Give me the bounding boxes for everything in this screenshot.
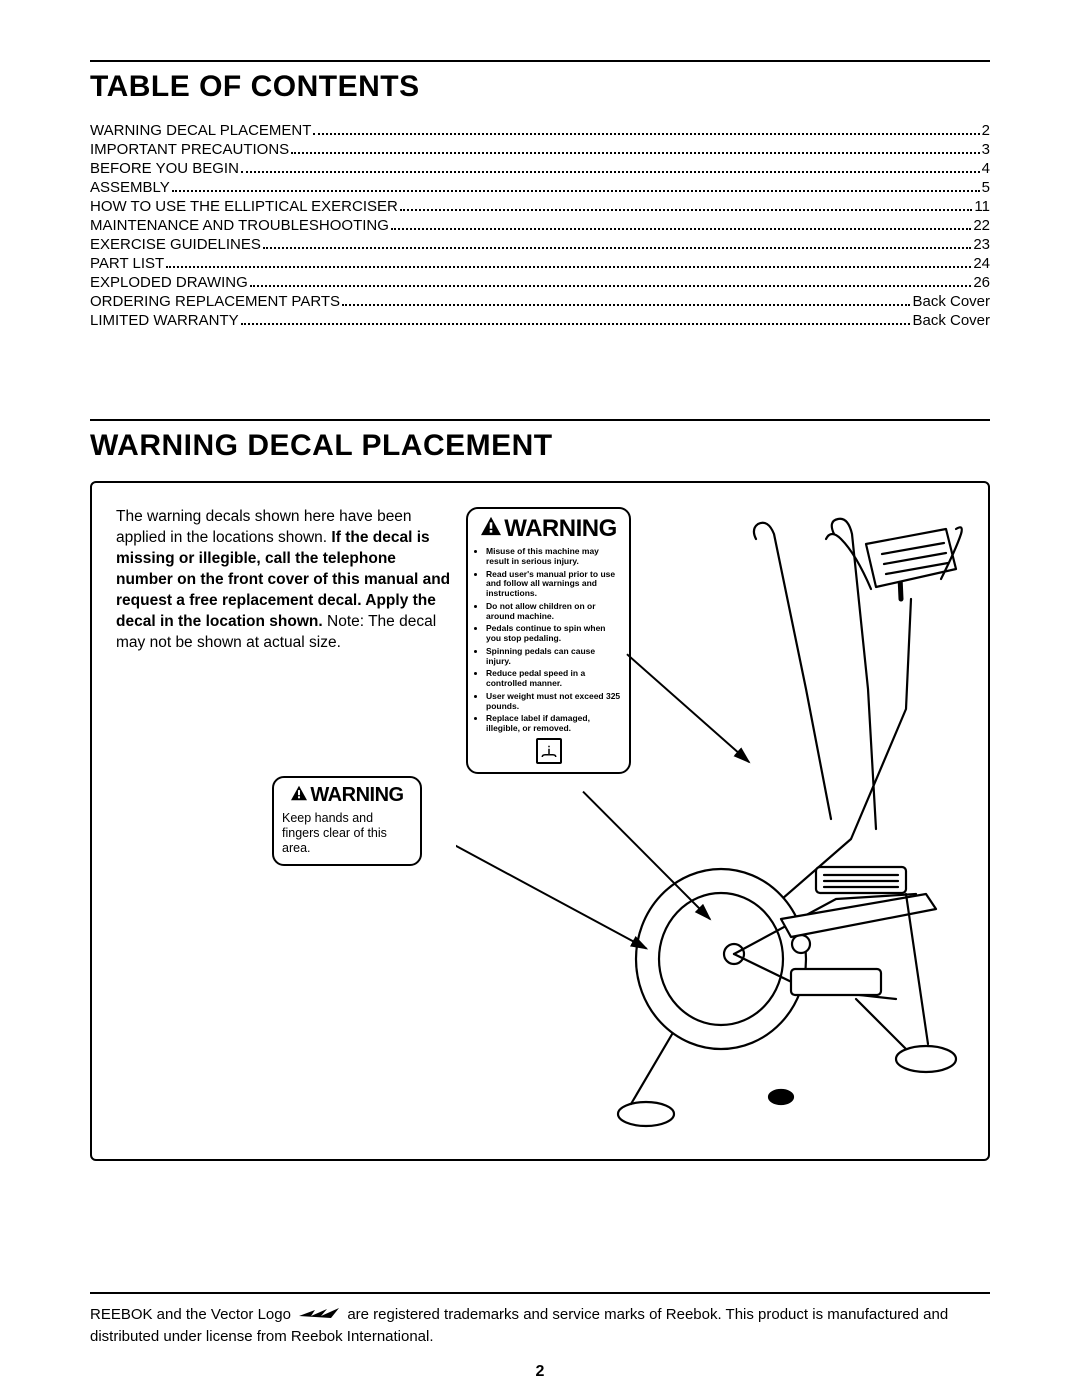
toc-row: ASSEMBLY 5 (90, 179, 990, 196)
toc-page: 5 (982, 179, 990, 196)
toc-leader (241, 313, 911, 326)
toc-row: PART LIST 24 (90, 255, 990, 272)
toc-page: 24 (973, 255, 990, 272)
warning-list: Misuse of this machine may result in ser… (476, 547, 621, 734)
toc-page: 23 (973, 236, 990, 253)
toc-page: 2 (982, 122, 990, 139)
toc-leader (241, 161, 980, 174)
toc-label: EXPLODED DRAWING (90, 274, 248, 291)
warning-item: Spinning pedals can cause injury. (486, 647, 621, 667)
rule-top-decal (90, 419, 990, 421)
warning-heading-small: WARNING (282, 782, 412, 809)
toc-row: HOW TO USE THE ELLIPTICAL EXERCISER 11 (90, 198, 990, 215)
toc-row: MAINTENANCE AND TROUBLESHOOTING 22 (90, 217, 990, 234)
toc-label: WARNING DECAL PLACEMENT (90, 122, 311, 139)
toc-leader (391, 218, 971, 231)
toc-leader (342, 294, 910, 307)
toc-row: IMPORTANT PRECAUTIONS 3 (90, 141, 990, 158)
warning-item: Pedals continue to spin when you stop pe… (486, 624, 621, 644)
warning-item: Replace label if damaged, illegible, or … (486, 714, 621, 734)
toc-leader (172, 180, 980, 193)
toc-page: 26 (973, 274, 990, 291)
footer: REEBOK and the Vector Logo are registere… (90, 1292, 990, 1347)
toc-label: IMPORTANT PRECAUTIONS (90, 141, 289, 158)
toc-row: LIMITED WARRANTY Back Cover (90, 312, 990, 329)
warning-item: Reduce pedal speed in a controlled manne… (486, 669, 621, 689)
toc-label: EXERCISE GUIDELINES (90, 236, 261, 253)
toc-leader (400, 199, 973, 212)
toc-leader (313, 123, 979, 136)
toc-row: BEFORE YOU BEGIN 4 (90, 160, 990, 177)
warning-small-body: Keep hands and fingers clear of this are… (282, 811, 412, 856)
illustration-area: WARNING Misuse of this machine may resul… (456, 507, 964, 1135)
page-number: 2 (0, 1363, 1080, 1381)
toc-leader (291, 142, 979, 155)
rule-top-toc (90, 60, 990, 62)
toc-page: 4 (982, 160, 990, 177)
toc-row: EXPLODED DRAWING 26 (90, 274, 990, 291)
warning-item: Read user's manual prior to use and foll… (486, 570, 621, 599)
toc-label: BEFORE YOU BEGIN (90, 160, 239, 177)
page: TABLE OF CONTENTS WARNING DECAL PLACEMEN… (0, 0, 1080, 1397)
alert-triangle-icon (480, 515, 502, 543)
toc-label: ORDERING REPLACEMENT PARTS (90, 293, 340, 310)
toc-row: EXERCISE GUIDELINES 23 (90, 236, 990, 253)
toc-list: WARNING DECAL PLACEMENT 2 IMPORTANT PREC… (90, 122, 990, 329)
toc-page: 3 (982, 141, 990, 158)
toc-label: PART LIST (90, 255, 164, 272)
warning-heading-small-text: WARNING (310, 782, 403, 809)
warning-item: Do not allow children on or around machi… (486, 602, 621, 622)
toc-leader (166, 256, 971, 269)
decal-columns: The warning decals shown here have been … (116, 507, 964, 1135)
footer-text-1: REEBOK and the Vector Logo (90, 1306, 295, 1323)
toc-page: Back Cover (912, 312, 990, 329)
warning-heading-main: WARNING (476, 515, 621, 543)
decal-intro: The warning decals shown here have been … (116, 507, 456, 1135)
toc-label: MAINTENANCE AND TROUBLESHOOTING (90, 217, 389, 234)
toc-page: 22 (973, 217, 990, 234)
toc-row: ORDERING REPLACEMENT PARTS Back Cover (90, 293, 990, 310)
warning-heading-main-text: WARNING (504, 515, 617, 543)
warning-item: User weight must not exceed 325 pounds. (486, 692, 621, 712)
decal-title: WARNING DECAL PLACEMENT (90, 429, 990, 463)
toc-leader (263, 237, 971, 250)
reebok-vector-logo-icon (297, 1305, 341, 1326)
decal-frame: The warning decals shown here have been … (90, 481, 990, 1161)
manual-info-icon (536, 738, 562, 764)
toc-label: ASSEMBLY (90, 179, 170, 196)
toc-page: Back Cover (912, 293, 990, 310)
toc-leader (250, 275, 972, 288)
warning-label-small: WARNING Keep hands and fingers clear of … (272, 776, 422, 866)
warning-item: Misuse of this machine may result in ser… (486, 547, 621, 567)
toc-row: WARNING DECAL PLACEMENT 2 (90, 122, 990, 139)
toc-title: TABLE OF CONTENTS (90, 70, 990, 104)
toc-label: HOW TO USE THE ELLIPTICAL EXERCISER (90, 198, 398, 215)
toc-page: 11 (974, 198, 990, 215)
toc-label: LIMITED WARRANTY (90, 312, 239, 329)
rule-footer (90, 1292, 990, 1294)
elliptical-illustration (606, 499, 976, 1139)
alert-triangle-icon (290, 782, 308, 809)
